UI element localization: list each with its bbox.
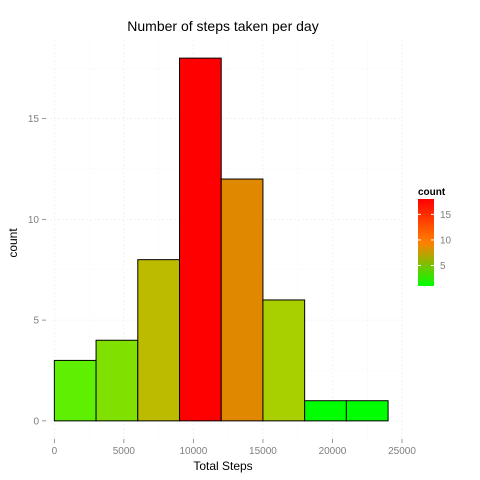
histogram-bar xyxy=(345,400,389,422)
x-tick-label: 0 xyxy=(52,446,58,457)
y-tick-label: 15 xyxy=(28,114,40,125)
histogram-bar xyxy=(262,299,306,422)
x-axis: 0 5000 10000 15000 20000 25000 xyxy=(52,439,416,457)
histogram-bar xyxy=(304,400,347,422)
x-tick-label: 25000 xyxy=(388,446,416,457)
histogram-bar xyxy=(53,359,97,422)
legend-colorbar xyxy=(418,199,434,286)
bars xyxy=(53,57,389,422)
legend-tick-label: 5 xyxy=(440,261,446,272)
y-axis-title: count xyxy=(6,228,20,258)
x-tick-label: 20000 xyxy=(319,446,347,457)
y-tick-label: 0 xyxy=(33,416,39,427)
y-tick-label: 10 xyxy=(28,215,40,226)
x-tick-label: 15000 xyxy=(249,446,277,457)
x-tick-label: 5000 xyxy=(113,446,136,457)
histogram-bar xyxy=(137,259,180,422)
y-tick-label: 5 xyxy=(33,316,39,327)
legend: count 5 10 15 xyxy=(418,187,452,286)
legend-tick-label: 15 xyxy=(440,210,452,221)
chart-title: Number of steps taken per day xyxy=(127,18,318,34)
legend-tick-label: 10 xyxy=(440,235,452,246)
legend-title: count xyxy=(418,187,446,198)
histogram-bar xyxy=(179,57,222,422)
x-tick-label: 10000 xyxy=(180,446,208,457)
histogram-bar xyxy=(95,339,139,422)
x-axis-title: Total Steps xyxy=(193,459,252,473)
histogram-bar xyxy=(220,178,264,422)
y-axis: 0 5 10 15 xyxy=(28,114,46,427)
